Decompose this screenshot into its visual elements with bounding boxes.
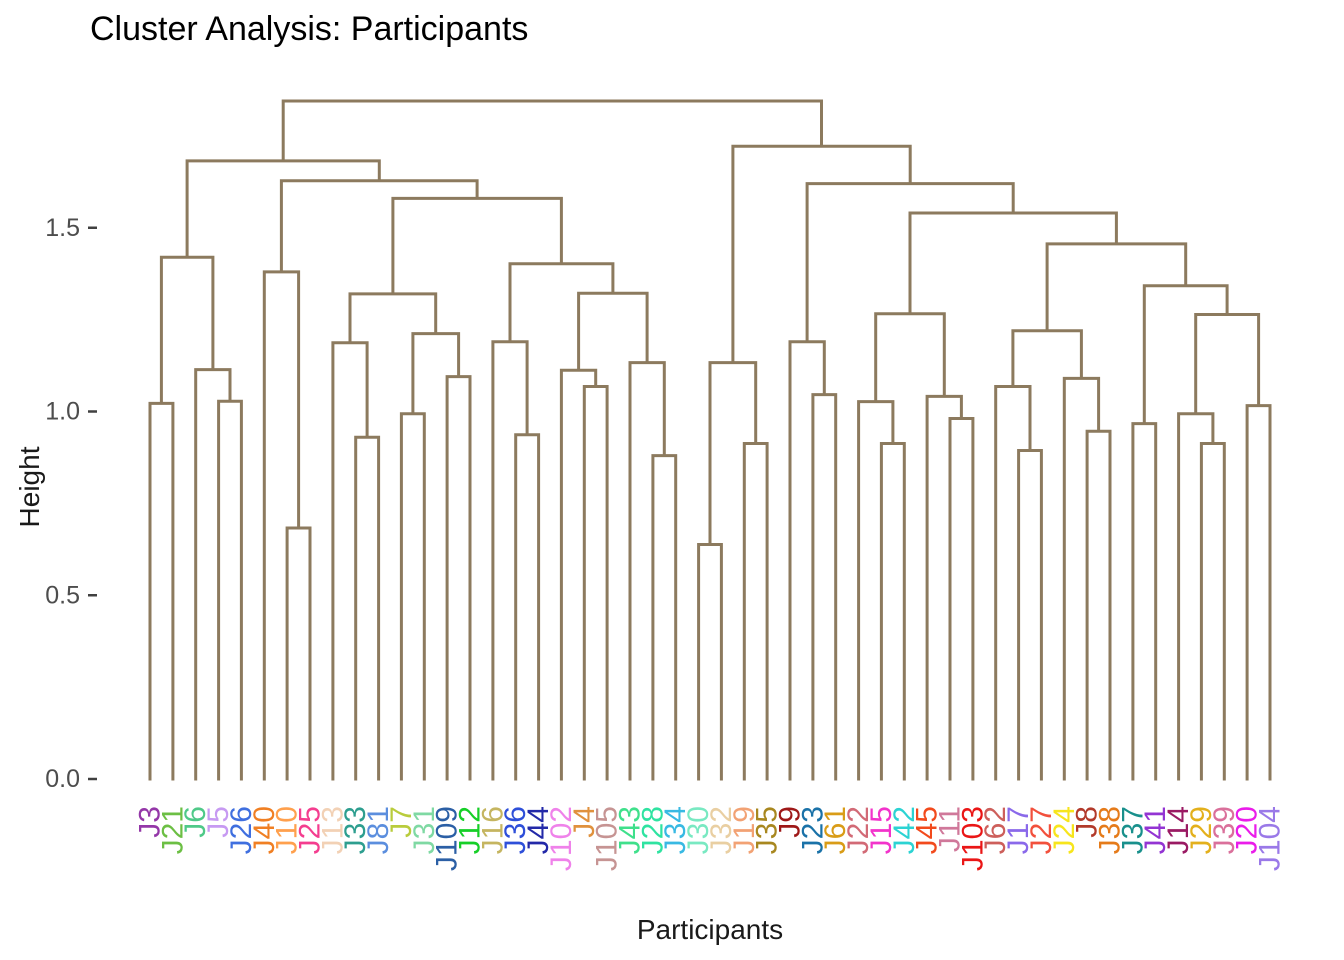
leaf-label: J15	[865, 806, 898, 854]
y-tick-label: 0.0	[45, 765, 80, 793]
leaf-label: J62	[979, 806, 1012, 854]
leaf-label: J3	[134, 806, 167, 838]
leaf-label: J20	[1231, 806, 1264, 854]
leaf-label: J7	[385, 806, 418, 838]
leaf-label: J35	[751, 806, 784, 854]
leaf-label: J22	[842, 806, 875, 854]
leaf-label: J21	[156, 806, 189, 854]
leaf-label: J30	[682, 806, 715, 854]
leaf-label: J41	[1139, 806, 1172, 854]
leaf-label: J16	[476, 806, 509, 854]
leaf-label: J8	[1071, 806, 1104, 838]
leaf-label: J45	[911, 806, 944, 854]
leaf-label: J31	[408, 806, 441, 854]
y-tick-label: 1.5	[45, 214, 80, 242]
leaf-label: J23	[796, 806, 829, 854]
leaf-label: J5	[202, 806, 235, 838]
leaf-label: J6	[179, 806, 212, 838]
leaf-label: J105	[591, 806, 624, 871]
dendrogram-lines	[148, 99, 1272, 781]
leaf-label: J109	[431, 806, 464, 871]
leaf-label: J102	[545, 806, 578, 871]
leaf-label: J42	[888, 806, 921, 854]
leaf-label: J104	[1254, 806, 1287, 871]
x-axis-title: Participants	[636, 914, 784, 945]
leaf-label: J103	[956, 806, 989, 871]
chart-title: Cluster Analysis: Participants	[90, 10, 529, 48]
leaf-label: J25	[294, 806, 327, 854]
leaf-label: J36	[499, 806, 532, 854]
leaf-label: J44	[522, 806, 555, 854]
leaf-label: J39	[1208, 806, 1241, 854]
leaf-label: J33	[339, 806, 372, 854]
leaf-label: J29	[1185, 806, 1218, 854]
leaf-label: J61	[819, 806, 852, 854]
leaf-label: J37	[1116, 806, 1149, 854]
leaf-label: J13	[316, 806, 349, 854]
leaf-label: J24	[1048, 806, 1081, 854]
leaf-label: J34	[659, 806, 692, 854]
y-axis-title: Height	[14, 446, 45, 528]
y-tick-label: 1.0	[45, 398, 80, 426]
leaf-label: J26	[225, 806, 258, 854]
leaf-label: J11	[934, 806, 967, 852]
leaf-label: J10	[271, 806, 304, 854]
leaf-label: J28	[636, 806, 669, 854]
leaf-label: J17	[1002, 806, 1035, 854]
leaf-label: J9	[774, 806, 807, 838]
leaf-label: J43	[614, 806, 647, 854]
leaf-label: J81	[362, 806, 395, 854]
leaf-label: J4	[568, 806, 601, 838]
leaf-label: J12	[454, 806, 487, 854]
y-tick-label: 0.5	[45, 581, 80, 609]
leaf-label: J40	[248, 806, 281, 854]
leaf-label: J32	[705, 806, 738, 854]
leaf-label: J27	[1025, 806, 1058, 854]
leaf-label: J19	[728, 806, 761, 854]
leaf-label: J38	[1094, 806, 1127, 854]
leaf-label: J14	[1162, 806, 1195, 854]
